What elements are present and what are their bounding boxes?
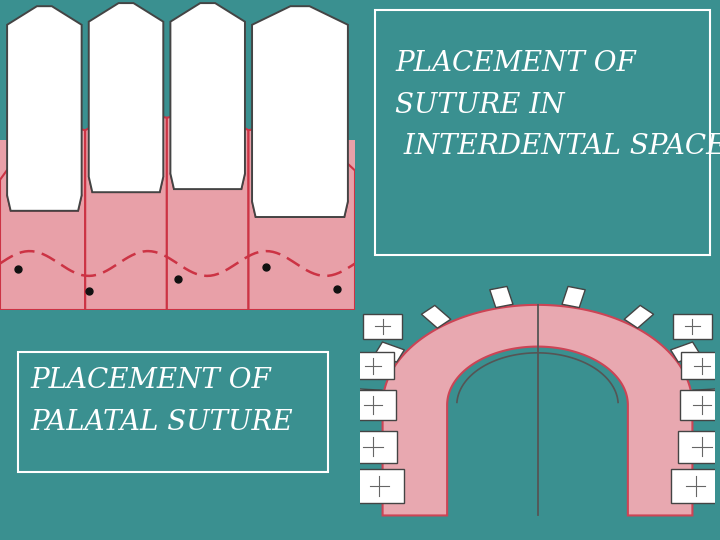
Polygon shape	[0, 139, 355, 310]
Polygon shape	[89, 130, 163, 192]
Polygon shape	[624, 306, 654, 328]
Bar	[375, 10, 710, 255]
Text: PLACEMENT OF
PALATAL SUTURE: PLACEMENT OF PALATAL SUTURE	[30, 367, 292, 436]
Polygon shape	[673, 314, 712, 339]
Polygon shape	[171, 3, 245, 189]
Polygon shape	[352, 352, 394, 379]
Polygon shape	[7, 149, 81, 211]
Polygon shape	[363, 314, 402, 339]
Polygon shape	[355, 469, 404, 503]
Text: PLACEMENT OF
SUTURE IN
 INTERDENTAL SPACE: PLACEMENT OF SUTURE IN INTERDENTAL SPACE	[395, 50, 720, 160]
Polygon shape	[89, 3, 163, 192]
Polygon shape	[252, 6, 348, 217]
Polygon shape	[680, 390, 720, 420]
Polygon shape	[356, 389, 382, 403]
Polygon shape	[248, 121, 355, 310]
Polygon shape	[0, 121, 85, 310]
Polygon shape	[252, 155, 348, 217]
Polygon shape	[85, 109, 167, 310]
Polygon shape	[671, 342, 700, 362]
Polygon shape	[678, 431, 720, 463]
Polygon shape	[375, 342, 405, 362]
Polygon shape	[562, 286, 585, 308]
Polygon shape	[490, 286, 513, 308]
Polygon shape	[382, 305, 693, 516]
Polygon shape	[681, 352, 720, 379]
Polygon shape	[171, 127, 245, 189]
Polygon shape	[167, 109, 248, 310]
Polygon shape	[672, 469, 720, 503]
Polygon shape	[7, 6, 81, 211]
Bar	[18, 352, 328, 472]
Polygon shape	[351, 390, 395, 420]
Polygon shape	[348, 431, 397, 463]
Polygon shape	[421, 306, 451, 328]
Polygon shape	[693, 389, 719, 403]
